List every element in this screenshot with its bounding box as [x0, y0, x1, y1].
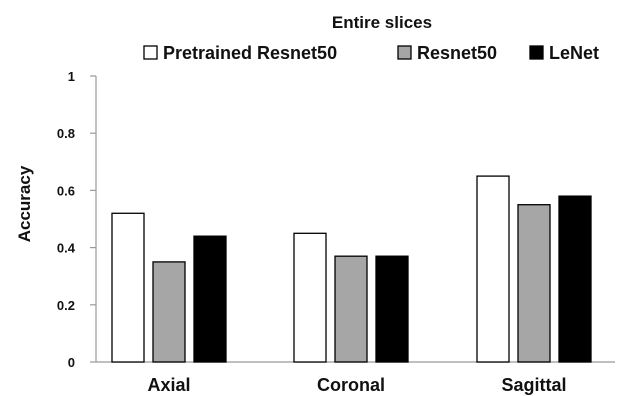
bars — [111, 175, 592, 363]
x-category-label: Coronal — [317, 375, 385, 395]
chart-title: Entire slices — [332, 13, 432, 32]
x-categories: Axial Coronal Sagittal — [147, 375, 566, 395]
bar-resnet50-sagittal — [517, 204, 551, 363]
y-ticks: 0 0.2 0.4 0.6 0.8 1 — [57, 69, 96, 370]
y-tick-label: 0.4 — [57, 241, 76, 256]
legend-swatch — [529, 45, 544, 60]
legend-swatch — [397, 45, 412, 60]
bar-lenet-axial — [193, 235, 227, 363]
bar-pretrained-resnet50-axial — [111, 212, 145, 363]
bar-resnet50-coronal — [334, 255, 368, 363]
y-tick-label: 0 — [68, 355, 75, 370]
y-tick-label: 0.2 — [57, 298, 75, 313]
bar-lenet-sagittal — [558, 195, 592, 363]
legend-swatch — [143, 45, 158, 60]
y-tick-label: 0.6 — [57, 183, 75, 198]
legend-label: LeNet — [549, 43, 599, 63]
legend: Pretrained Resnet50 Resnet50 LeNet — [143, 43, 599, 63]
bar-resnet50-axial — [152, 261, 186, 363]
x-category-label: Axial — [147, 375, 190, 395]
y-tick-label: 1 — [68, 69, 75, 84]
x-category-label: Sagittal — [501, 375, 566, 395]
legend-label: Pretrained Resnet50 — [163, 43, 337, 63]
legend-label: Resnet50 — [417, 43, 497, 63]
y-tick-label: 0.8 — [57, 126, 75, 141]
bar-lenet-coronal — [375, 255, 409, 363]
y-axis-label: Accuracy — [15, 165, 34, 242]
bar-pretrained-resnet50-sagittal — [476, 175, 510, 363]
bar-pretrained-resnet50-coronal — [293, 232, 327, 363]
